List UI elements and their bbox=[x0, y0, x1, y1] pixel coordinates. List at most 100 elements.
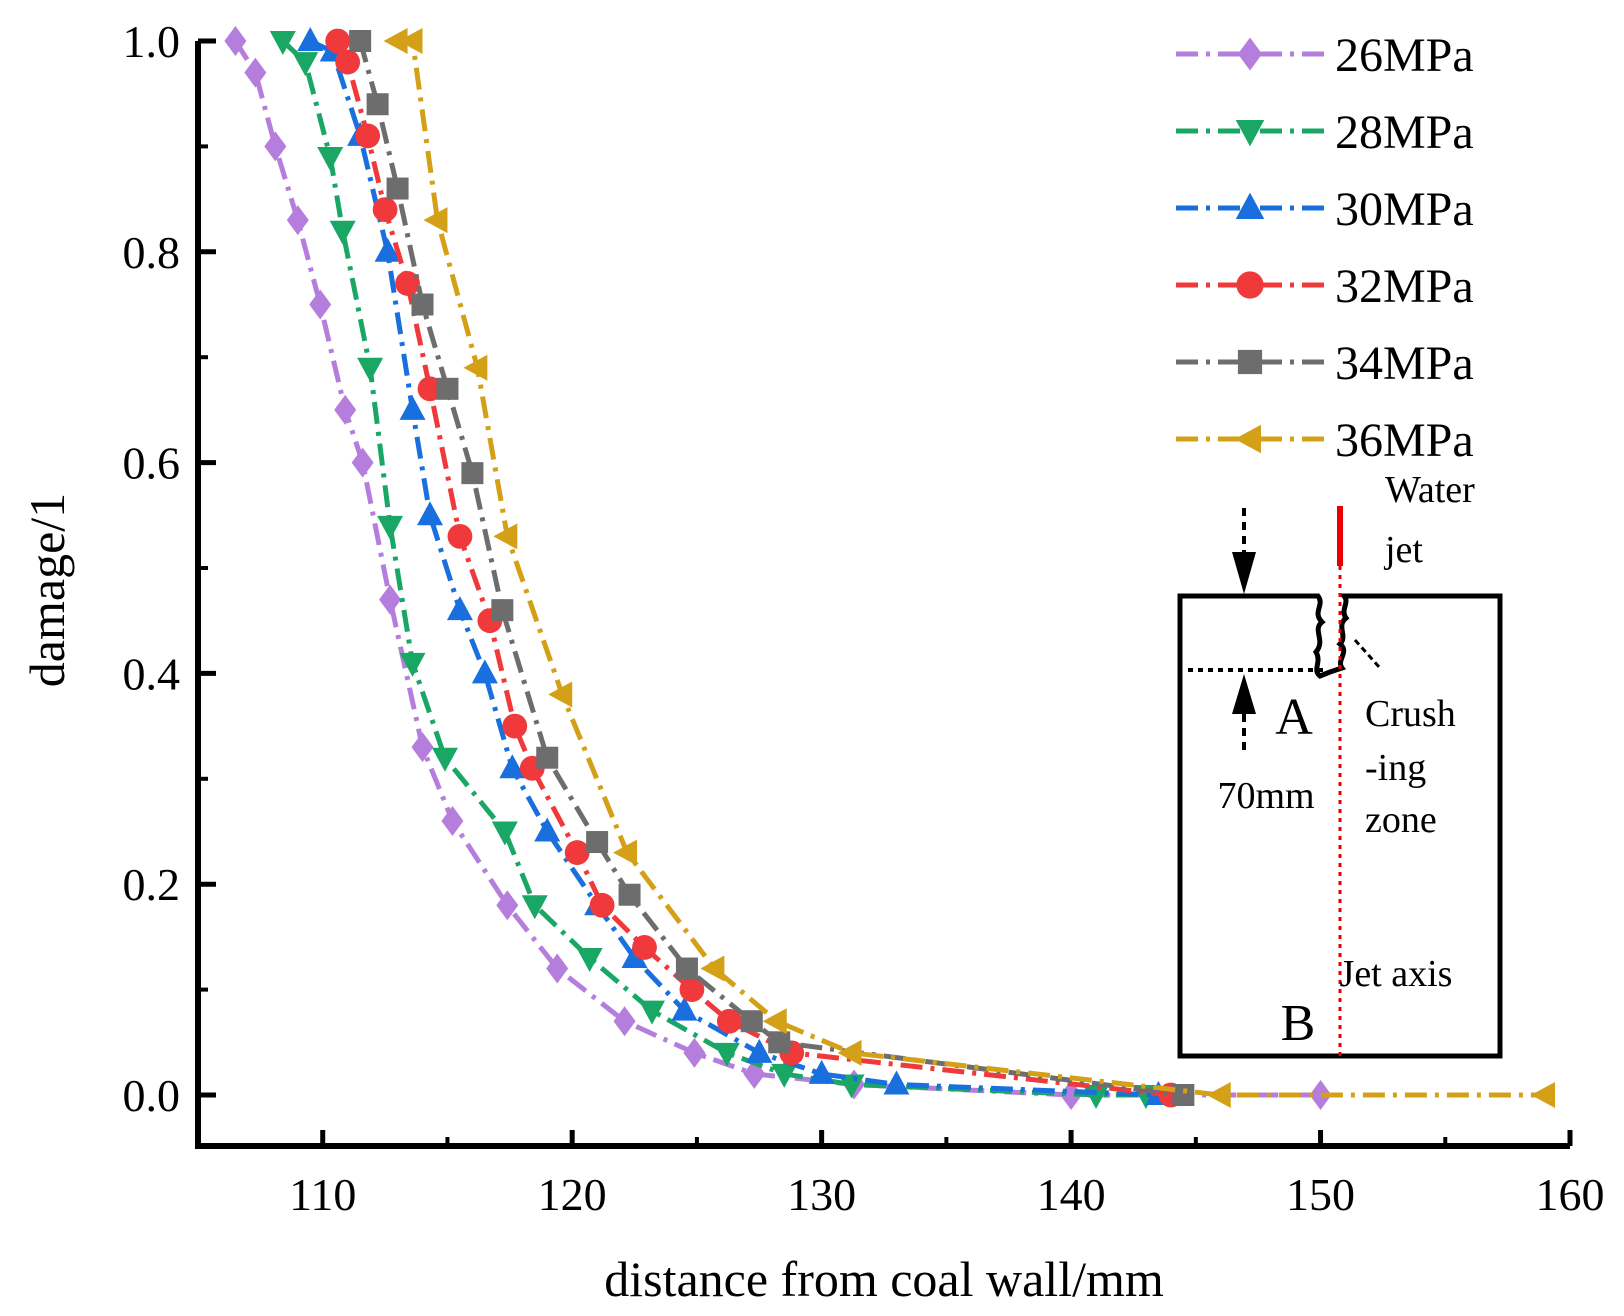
data-point bbox=[536, 746, 559, 769]
data-point bbox=[491, 821, 518, 846]
legend-item: 30MPa bbox=[1176, 183, 1474, 236]
data-point bbox=[416, 501, 443, 526]
crushing-label-1: Crush bbox=[1365, 693, 1456, 735]
y-tick-label: 0.6 bbox=[123, 438, 181, 489]
x-tick-label: 130 bbox=[787, 1169, 856, 1220]
data-point bbox=[372, 197, 398, 223]
arrow-bottom-head-icon bbox=[1232, 674, 1256, 714]
legend-item: 28MPa bbox=[1176, 106, 1474, 159]
x-tick-label: 110 bbox=[289, 1169, 356, 1220]
series-line bbox=[309, 38, 1159, 1098]
data-point bbox=[471, 659, 498, 684]
data-point bbox=[264, 131, 287, 162]
series-layer bbox=[224, 26, 1556, 1110]
data-point bbox=[762, 1008, 787, 1035]
series-line bbox=[233, 39, 1321, 1098]
y-tick-label: 0.4 bbox=[123, 648, 181, 699]
y-tick-label: 1.0 bbox=[123, 16, 181, 67]
data-point bbox=[771, 1063, 798, 1088]
data-point bbox=[431, 747, 458, 772]
x-tick-label: 150 bbox=[1286, 1169, 1355, 1220]
data-point bbox=[716, 1008, 742, 1034]
data-point bbox=[411, 732, 434, 763]
data-point bbox=[269, 31, 296, 55]
legend-swatch-marker bbox=[1235, 192, 1265, 219]
water-jet-label-1: Water bbox=[1385, 469, 1475, 511]
legend-swatch-marker bbox=[1237, 37, 1263, 71]
data-point bbox=[1309, 1080, 1332, 1110]
data-point bbox=[1206, 1082, 1231, 1108]
legend-label: 32MPa bbox=[1335, 260, 1474, 313]
data-point bbox=[329, 220, 356, 245]
legend-item: 36MPa bbox=[1176, 414, 1474, 467]
x-axis-title: distance from coal wall/mm bbox=[604, 1251, 1164, 1307]
data-point bbox=[548, 681, 573, 708]
data-point bbox=[286, 205, 309, 236]
jet-axis-label: Jet axis bbox=[1340, 953, 1453, 995]
axes-layer bbox=[195, 41, 1570, 1149]
data-point bbox=[768, 1031, 791, 1054]
data-point bbox=[618, 883, 641, 906]
y-tick-label: 0.0 bbox=[123, 1070, 181, 1121]
data-point bbox=[621, 943, 648, 968]
data-point bbox=[499, 754, 526, 779]
legend-label: 30MPa bbox=[1335, 183, 1474, 236]
x-tick-label: 120 bbox=[538, 1169, 607, 1220]
crushing-label-3: zone bbox=[1365, 799, 1437, 841]
crushing-pointer bbox=[1353, 639, 1382, 669]
data-point bbox=[883, 1070, 910, 1095]
data-point bbox=[357, 357, 384, 382]
data-point bbox=[502, 713, 528, 739]
legend-label: 28MPa bbox=[1335, 106, 1474, 159]
legend-label: 36MPa bbox=[1335, 414, 1474, 467]
data-point bbox=[740, 1010, 763, 1033]
data-point bbox=[713, 1042, 740, 1067]
y-axis-title: damage/1 bbox=[19, 493, 75, 687]
arrow-top-head-icon bbox=[1232, 552, 1256, 594]
series-line bbox=[281, 39, 1146, 1098]
inset-diagram: Water jet Crush -ing zone A 70mm Jet axi… bbox=[1177, 469, 1503, 1059]
ticks-layer: 110 120 130 140 150 160 0.0 0.2 0.4 0.6 0.8 1.0 bbox=[123, 16, 1605, 1220]
data-point bbox=[292, 52, 319, 77]
data-point bbox=[639, 1000, 666, 1025]
data-point bbox=[325, 28, 351, 54]
data-point bbox=[398, 28, 423, 54]
data-point bbox=[446, 596, 473, 621]
data-point bbox=[383, 28, 408, 54]
data-point bbox=[244, 57, 267, 88]
data-point bbox=[838, 1074, 865, 1099]
data-point bbox=[297, 27, 324, 51]
data-point bbox=[317, 146, 344, 171]
data-point bbox=[399, 652, 426, 677]
series-line bbox=[335, 39, 1172, 1098]
data-point bbox=[808, 1059, 835, 1084]
crushing-label-2: -ing bbox=[1365, 747, 1426, 789]
data-point bbox=[374, 237, 401, 262]
data-point bbox=[534, 817, 561, 842]
data-point bbox=[386, 177, 409, 200]
data-point bbox=[334, 394, 357, 425]
data-point bbox=[700, 955, 725, 982]
data-point bbox=[309, 289, 332, 320]
data-point bbox=[441, 805, 464, 836]
data-point bbox=[349, 30, 372, 52]
series-30MPa bbox=[297, 27, 1172, 1105]
data-point bbox=[746, 1038, 773, 1063]
point-b-label: B bbox=[1281, 995, 1316, 1052]
data-point bbox=[399, 395, 426, 420]
data-point bbox=[683, 1037, 706, 1068]
data-point bbox=[546, 953, 569, 984]
legend: 26MPa 28MPa 30MPa 32MPa 34MPa 36MPa bbox=[1176, 29, 1474, 467]
data-point bbox=[461, 462, 484, 485]
data-point bbox=[613, 839, 638, 866]
data-point bbox=[377, 515, 404, 540]
data-point bbox=[491, 599, 514, 622]
data-point bbox=[423, 207, 448, 234]
legend-swatch-marker bbox=[1235, 120, 1265, 147]
legend-swatch-marker bbox=[1234, 424, 1261, 454]
legend-swatch-marker bbox=[1236, 271, 1264, 299]
data-point bbox=[675, 957, 698, 980]
series-line bbox=[357, 40, 1184, 1098]
data-point bbox=[613, 1006, 636, 1037]
series-34MPa bbox=[349, 30, 1195, 1106]
